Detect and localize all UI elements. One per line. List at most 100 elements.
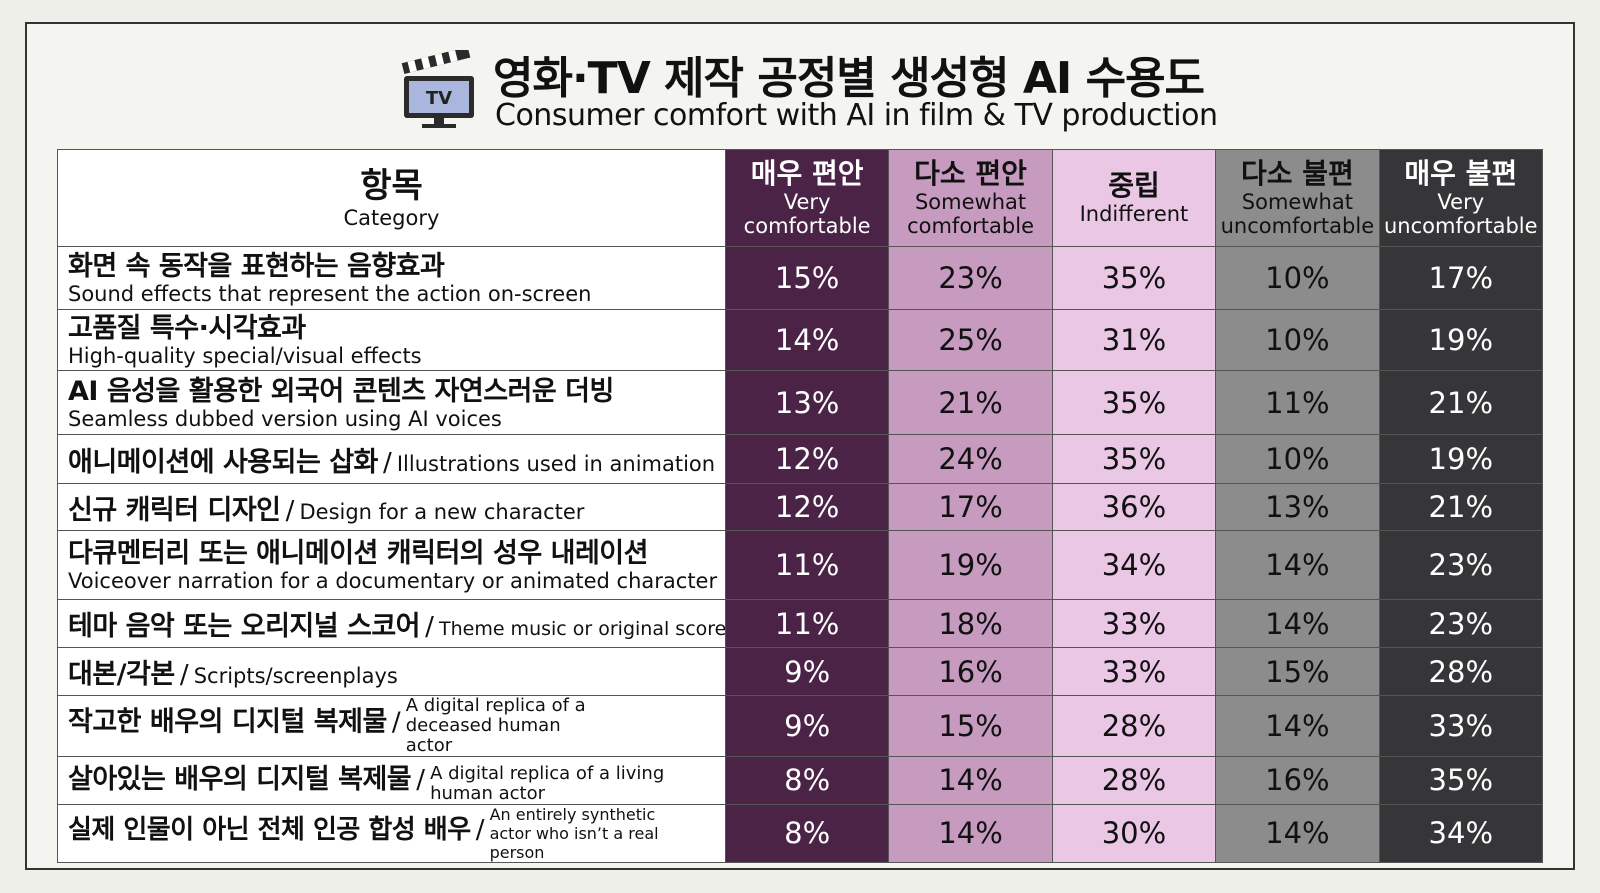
cell-very-uncomfortable: 19% xyxy=(1378,434,1544,484)
row-category-en: An entirely synthetic actor who isn’t a … xyxy=(489,804,659,862)
row-category-ko: 실제 인물이 아닌 전체 인공 합성 배우 xyxy=(68,814,471,845)
cell-somewhat-comfortable: 17% xyxy=(888,483,1053,531)
table-row: 작고한 배우의 디지털 복제물 / A digital replica of a… xyxy=(57,695,1544,757)
cell-very-uncomfortable: 34% xyxy=(1378,803,1544,863)
row-category-separator: / xyxy=(475,814,485,845)
column-header-en: Somewhat uncomfortable xyxy=(1220,190,1375,238)
column-header-en: Indifferent xyxy=(1079,202,1189,226)
row-category: 고품질 특수·시각효과 High-quality special/visual e… xyxy=(57,309,726,371)
cell-very-comfortable: 11% xyxy=(724,599,890,648)
column-header-very-uncomfortable: 매우 불편 Very uncomfortable xyxy=(1378,149,1544,247)
row-category-en: Design for a new character xyxy=(299,499,585,524)
table-row: 실제 인물이 아닌 전체 인공 합성 배우 / An entirely synt… xyxy=(57,803,1544,863)
column-header-ko: 매우 불편 xyxy=(1404,157,1518,190)
column-header-ko: 항목 xyxy=(360,166,423,206)
row-category-en: Illustrations used in animation xyxy=(396,451,716,476)
cell-very-comfortable: 15% xyxy=(724,246,890,310)
chart-title: 영화·TV 제작 공정별 생성형 AI 수용도 xyxy=(493,53,1205,104)
cell-indifferent: 34% xyxy=(1051,530,1217,600)
cell-somewhat-uncomfortable: 11% xyxy=(1215,370,1380,435)
row-category: 애니메이션에 사용되는 삽화 / Illustrations used in a… xyxy=(57,434,726,484)
row-category-separator: / xyxy=(416,765,425,795)
row-category-en: A digital replica of a deceased human ac… xyxy=(405,695,586,756)
header-row: 항목 Category 매우 편안 Very comfortable 다소 편안 So… xyxy=(57,149,1544,247)
cell-indifferent: 31% xyxy=(1051,309,1217,371)
row-category: 화면 속 동작을 표현하는 음향효과 Sound effects that rep… xyxy=(57,246,726,310)
cell-very-uncomfortable: 21% xyxy=(1378,370,1544,435)
row-category: 살아있는 배우의 디지털 복제물 / A digital replica of … xyxy=(57,756,726,805)
cell-somewhat-uncomfortable: 15% xyxy=(1215,647,1380,696)
cell-indifferent: 35% xyxy=(1051,246,1217,310)
cell-somewhat-uncomfortable: 14% xyxy=(1215,695,1380,757)
row-category-separator: / xyxy=(285,495,295,526)
row-category-en: High-quality special/visual effects xyxy=(68,344,422,368)
row-category-ko: 고품질 특수·시각효과 xyxy=(68,313,306,344)
cell-somewhat-uncomfortable: 10% xyxy=(1215,246,1380,310)
column-header-en: Somewhat comfortable xyxy=(907,190,1034,238)
row-category-en: Theme music or original score xyxy=(438,618,726,640)
table-row: AI 음성을 활용한 외국어 콘텐츠 자연스러운 더빙 Seamless dubb… xyxy=(57,370,1544,435)
cell-somewhat-comfortable: 19% xyxy=(888,530,1053,600)
row-category-separator: / xyxy=(425,612,434,642)
row-category-en: Scripts/screenplays xyxy=(193,664,398,688)
cell-somewhat-comfortable: 18% xyxy=(888,599,1053,648)
row-category-ko: 작고한 배우의 디지털 복제물 xyxy=(68,706,387,738)
cell-somewhat-comfortable: 21% xyxy=(888,370,1053,435)
column-header-en: Very uncomfortable xyxy=(1384,190,1538,238)
column-header-en: Very comfortable xyxy=(743,190,871,238)
column-header-somewhat-uncomfortable: 다소 불편 Somewhat uncomfortable xyxy=(1215,149,1380,247)
column-header-indifferent: 중립 Indifferent xyxy=(1051,149,1217,247)
cell-indifferent: 35% xyxy=(1051,434,1217,484)
column-header-ko: 다소 편안 xyxy=(914,157,1027,190)
cell-indifferent: 33% xyxy=(1051,599,1217,648)
table-row: 고품질 특수·시각효과 High-quality special/visual e… xyxy=(57,309,1544,371)
row-category-en: Sound effects that represent the action … xyxy=(68,282,592,306)
cell-indifferent: 35% xyxy=(1051,370,1217,435)
row-category-separator: / xyxy=(179,660,189,690)
row-category-separator: / xyxy=(382,447,392,478)
row-category-ko: AI 음성을 활용한 외국어 콘텐츠 자연스러운 더빙 xyxy=(68,375,614,407)
row-category-en: A digital replica of a living human acto… xyxy=(430,762,665,804)
table-row: 화면 속 동작을 표현하는 음향효과 Sound effects that rep… xyxy=(57,246,1544,310)
cell-somewhat-comfortable: 15% xyxy=(888,695,1053,757)
cell-very-uncomfortable: 23% xyxy=(1378,530,1544,600)
row-category: 작고한 배우의 디지털 복제물 / A digital replica of a… xyxy=(57,695,726,757)
cell-very-comfortable: 8% xyxy=(724,756,890,805)
tv-clapperboard-icon: TV xyxy=(401,50,474,128)
cell-somewhat-comfortable: 14% xyxy=(888,803,1053,863)
cell-somewhat-comfortable: 23% xyxy=(888,246,1053,310)
row-category-en: Seamless dubbed version using AI voices xyxy=(68,406,502,431)
row-category-en: Voiceover narration for a documentary or… xyxy=(68,569,718,593)
cell-very-uncomfortable: 35% xyxy=(1378,756,1544,805)
cell-indifferent: 33% xyxy=(1051,647,1217,696)
cell-somewhat-uncomfortable: 13% xyxy=(1215,483,1380,531)
cell-very-comfortable: 8% xyxy=(724,803,890,863)
column-header-somewhat-comfortable: 다소 편안 Somewhat comfortable xyxy=(888,149,1053,247)
cell-very-uncomfortable: 21% xyxy=(1378,483,1544,531)
column-header-category: 항목 Category xyxy=(57,149,726,247)
cell-very-comfortable: 11% xyxy=(724,530,890,600)
cell-somewhat-uncomfortable: 10% xyxy=(1215,434,1380,484)
column-header-ko: 중립 xyxy=(1108,169,1160,202)
cell-indifferent: 30% xyxy=(1051,803,1217,863)
row-category-ko: 화면 속 동작을 표현하는 음향효과 xyxy=(68,251,445,282)
row-category: 다큐멘터리 또는 애니메이션 캐릭터의 성우 내레이션 Voiceover nar… xyxy=(57,530,726,600)
tv-screen-label: TV xyxy=(426,88,452,109)
cell-very-uncomfortable: 17% xyxy=(1378,246,1544,310)
cell-very-comfortable: 13% xyxy=(724,370,890,435)
column-header-ko: 매우 편안 xyxy=(750,157,864,190)
column-header-ko: 다소 불편 xyxy=(1240,157,1354,190)
cell-somewhat-uncomfortable: 16% xyxy=(1215,756,1380,805)
row-category-ko: 애니메이션에 사용되는 삽화 xyxy=(68,446,378,478)
table-row: 살아있는 배우의 디지털 복제물 / A digital replica of … xyxy=(57,756,1544,805)
table-row: 신규 캐릭터 디자인 / Design for a new character … xyxy=(57,483,1544,531)
row-category-ko: 다큐멘터리 또는 애니메이션 캐릭터의 성우 내레이션 xyxy=(68,538,648,569)
cell-very-uncomfortable: 28% xyxy=(1378,647,1544,696)
cell-somewhat-uncomfortable: 14% xyxy=(1215,803,1380,863)
row-category-ko: 대본/각본 xyxy=(68,659,175,690)
cell-somewhat-comfortable: 24% xyxy=(888,434,1053,484)
comfort-table: 항목 Category 매우 편안 Very comfortable 다소 편안 So… xyxy=(57,149,1544,863)
row-category-ko: 신규 캐릭터 디자인 xyxy=(68,494,281,526)
cell-very-comfortable: 14% xyxy=(724,309,890,371)
cell-somewhat-uncomfortable: 14% xyxy=(1215,530,1380,600)
